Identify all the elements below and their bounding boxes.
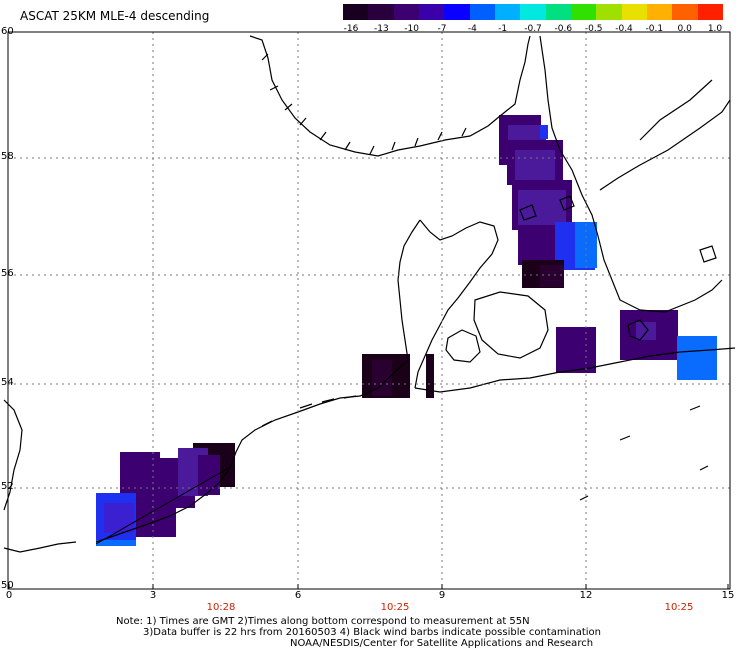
axis-ticks: [8, 584, 729, 589]
wind-cell: [540, 125, 548, 139]
coastline-north-sea-south: [95, 359, 409, 543]
note-line-3: NOAA/NESDIS/Center for Satellite Applica…: [290, 638, 594, 649]
data-cells: [96, 115, 717, 546]
colorbar: [343, 4, 723, 20]
colorbar-segment: [596, 4, 622, 20]
colorbar-segment: [672, 4, 698, 20]
colorbar-segment: [570, 4, 597, 20]
note-line-2: 3)Data buffer is 22 hrs from 20160503 4)…: [143, 627, 601, 638]
wind-cell: [540, 265, 564, 287]
colorbar-label: -13: [373, 24, 389, 34]
colorbar-label: -0.1: [645, 24, 664, 34]
coastline-baltic-south: [414, 347, 736, 393]
wind-cell: [677, 336, 717, 380]
lat-label-52: 52: [1, 481, 14, 492]
wind-cell: [515, 150, 555, 182]
coastline-england: [3, 399, 23, 511]
lat-label-50: 50: [1, 580, 14, 591]
colorbar-label: -16: [343, 24, 359, 34]
time-label-1: 10:28: [206, 602, 236, 613]
colorbar-segment: [393, 4, 419, 20]
coastline-zealand: [473, 291, 549, 359]
grid-lines: [8, 32, 730, 589]
coastline-england-2: [3, 541, 77, 553]
colorbar-segment: [469, 4, 495, 20]
coastline-norway: [249, 35, 531, 157]
wind-cell: [636, 322, 656, 340]
colorbar-segment: [545, 4, 571, 20]
lon-label-6: 6: [294, 590, 302, 601]
colorbar-segment: [343, 4, 369, 20]
lat-label-58: 58: [1, 151, 14, 162]
colorbar-segment: [418, 4, 445, 20]
lon-label-15: 15: [721, 590, 735, 601]
colorbar-label: -0.4: [615, 24, 633, 34]
lat-label-60: 60: [1, 26, 14, 37]
coastline-norway-fjords: [261, 53, 467, 155]
coastline-bornholm: [627, 319, 649, 341]
map-frame: [7, 31, 731, 590]
lon-label-0: 0: [5, 590, 13, 601]
coastline-funen: [445, 329, 481, 363]
colorbar-label: 0.0: [677, 24, 692, 34]
lon-label-9: 9: [438, 590, 446, 601]
colorbar-labels: -16 -13 -10 -7 -4 -1 -0.7 -0.6 -0.5 -0.4 -0.1 0.0 1.…: [343, 24, 723, 36]
lat-label-54: 54: [1, 377, 14, 388]
wind-cell: [104, 503, 134, 533]
colorbar-segment: [697, 4, 723, 20]
lon-label-3: 3: [149, 590, 157, 601]
wind-cell: [198, 455, 220, 495]
coastlines: [3, 35, 736, 553]
coastline-sweden-east: [599, 79, 731, 191]
swath-track: [95, 465, 233, 545]
colorbar-label: -0.5: [584, 24, 603, 34]
wind-cell: [96, 540, 136, 546]
coastline-jutland-west: [397, 219, 421, 361]
wind-cell: [136, 493, 176, 537]
colorbar-label: -0.7: [524, 24, 542, 34]
coastline-lakes: [519, 195, 717, 501]
colorbar-label: -0.6: [554, 24, 573, 34]
colorbar-label: -1: [498, 24, 508, 34]
coastline-jutland: [414, 219, 499, 389]
note-line-1: Note: 1) Times are GMT 2)Times along bot…: [116, 616, 530, 627]
wind-cell: [372, 360, 392, 396]
colorbar-segment: [494, 4, 521, 20]
colorbar-label: -4: [467, 24, 477, 34]
map-title: ASCAT 25KM MLE-4 descending: [20, 9, 210, 23]
coastline-sweden: [539, 35, 723, 313]
wind-cell: [575, 222, 597, 268]
colorbar-label: 1.0: [707, 24, 723, 34]
lat-label-56: 56: [1, 268, 14, 279]
lon-label-12: 12: [579, 590, 593, 601]
time-label-2: 10:25: [380, 602, 410, 613]
colorbar-segment: [520, 4, 546, 20]
coastline-wadden: [261, 395, 357, 427]
colorbar-segment: [646, 4, 673, 20]
wind-cell: [556, 327, 596, 373]
colorbar-label: -10: [404, 24, 420, 34]
colorbar-segment: [444, 4, 470, 20]
colorbar-segment: [621, 4, 647, 20]
colorbar-label: -7: [437, 24, 447, 34]
wind-cell: [426, 354, 434, 398]
time-label-3: 10:25: [664, 602, 694, 613]
colorbar-segment: [368, 4, 394, 20]
